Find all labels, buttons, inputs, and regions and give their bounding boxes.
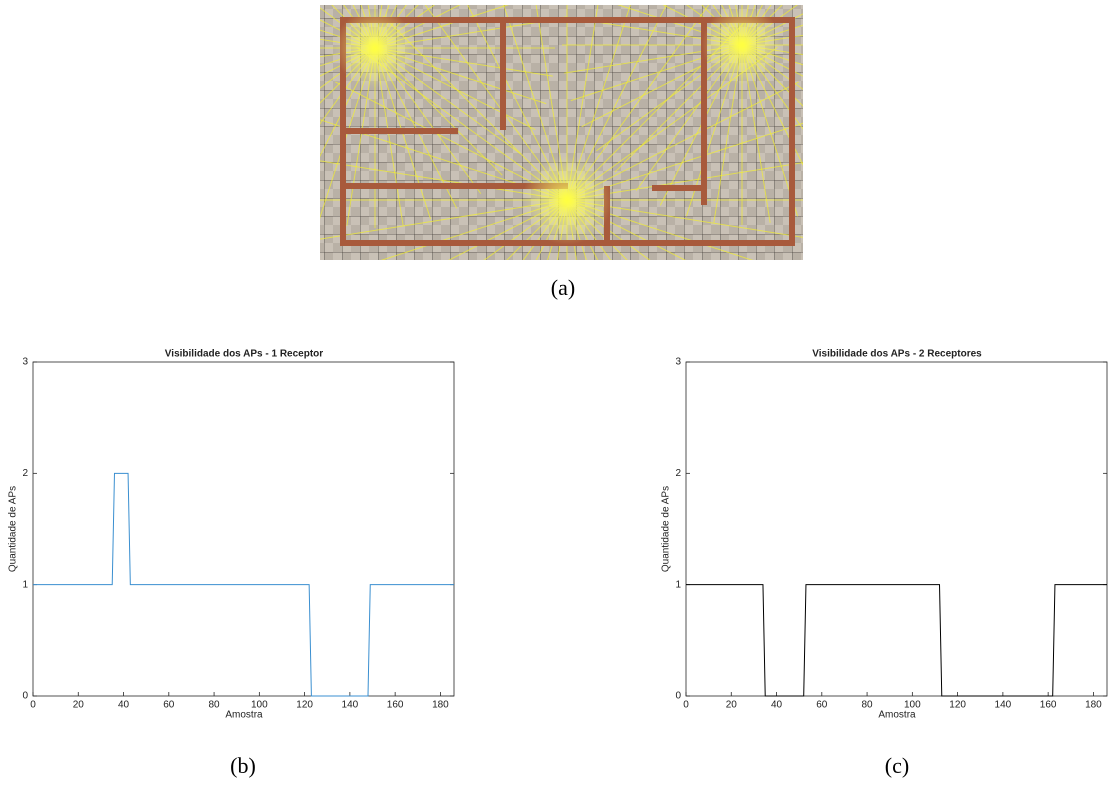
y-tick-label: 1	[22, 579, 28, 590]
chart-title: Visibilidade dos APs - 2 Receptores	[812, 349, 982, 360]
line	[33, 472, 454, 697]
x-tick-label: 80	[209, 700, 221, 711]
caption: (c)	[885, 753, 909, 778]
x-tick-label: 60	[816, 700, 828, 711]
y-tick-label: 2	[675, 468, 681, 479]
x-tick-label: 180	[1085, 700, 1102, 711]
x-tick-label: 140	[995, 700, 1012, 711]
y-tick-label: 3	[675, 357, 681, 368]
x-tick-label: 40	[118, 700, 130, 711]
y-tick-label: 2	[22, 468, 28, 479]
y-tick-label: 1	[675, 579, 681, 590]
x-tick-label: 100	[251, 700, 268, 711]
y-tick-label: 3	[22, 357, 28, 368]
x-axis-label: Amostra	[225, 710, 263, 721]
x-tick-label: 40	[771, 700, 783, 711]
chart-title: Visibilidade dos APs - 1 Receptor	[165, 349, 323, 360]
x-tick-label: 20	[726, 700, 738, 711]
plot-area	[32, 361, 455, 697]
y-axis-label: Quantidade de APs	[8, 486, 19, 572]
y-axis-label: Quantidade de APs	[661, 486, 672, 572]
y-tick-label: 0	[675, 691, 681, 702]
chart: 0 20 40 60 80 100 120 140 160 180 0 1 2 3 Visibilidade…	[8, 349, 455, 721]
light	[702, 5, 782, 85]
x-axis-label: Amostra	[878, 710, 916, 721]
floor-plan-image	[320, 5, 803, 260]
x-tick-label: 20	[73, 700, 85, 711]
y-tick-label: 0	[22, 691, 28, 702]
x-tick-label: 180	[432, 700, 449, 711]
x-tick-label: 60	[163, 700, 175, 711]
chart: 0 20 40 60 80 100 120 140 160 180 0 1 2 3 Visibilidade…	[661, 349, 1108, 721]
x-tick-label: 120	[296, 700, 313, 711]
caption: (a)	[551, 275, 575, 300]
x-tick-label: 120	[949, 700, 966, 711]
light	[522, 155, 612, 245]
light	[335, 8, 415, 88]
x-tick-label: 100	[904, 700, 921, 711]
x-tick-label: 80	[862, 700, 874, 711]
x-tick-label: 160	[387, 700, 404, 711]
x-tick-label: 0	[683, 700, 689, 711]
line	[686, 584, 1107, 697]
plot-area	[685, 361, 1108, 697]
x-tick-label: 160	[1040, 700, 1057, 711]
x-tick-label: 140	[342, 700, 359, 711]
caption: (b)	[230, 753, 256, 778]
x-tick-label: 0	[30, 700, 36, 711]
